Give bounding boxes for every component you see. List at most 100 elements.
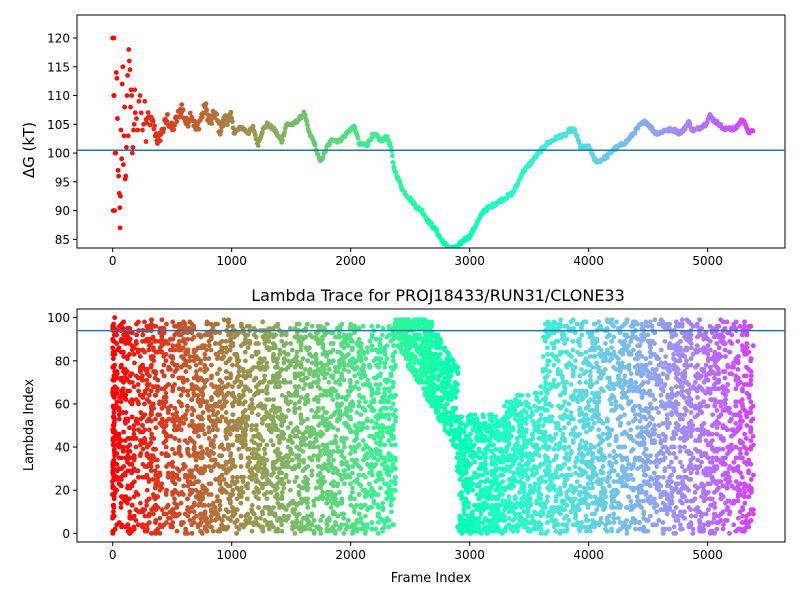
lambda-marker	[157, 345, 163, 351]
lambda-marker	[326, 367, 332, 372]
lambda-marker	[303, 326, 309, 331]
lambda-marker	[202, 379, 208, 385]
lambda-marker	[298, 436, 304, 441]
lambda-marker	[316, 496, 321, 502]
lambda-marker	[217, 507, 223, 513]
lambda-marker	[414, 319, 420, 325]
lambda-marker	[183, 412, 188, 418]
lambda-marker	[309, 431, 314, 437]
lambda-marker	[326, 457, 332, 463]
lambda-marker	[309, 468, 315, 474]
lambda-marker	[266, 414, 272, 420]
lambda-marker	[468, 453, 473, 459]
lambda-marker	[377, 343, 383, 349]
lambda-marker	[242, 349, 248, 355]
lambda-marker	[262, 341, 268, 346]
lambda-marker	[358, 526, 364, 532]
lambda-marker	[185, 392, 191, 398]
lambda-marker	[352, 373, 358, 379]
lambda-marker	[120, 386, 126, 392]
lambda-marker	[202, 464, 208, 469]
lambda-marker	[133, 397, 139, 403]
lambda-marker	[406, 317, 411, 323]
lambda-marker	[256, 360, 261, 366]
lambda-marker	[300, 526, 306, 532]
lambda-marker	[159, 507, 165, 513]
dg-marker	[134, 116, 139, 121]
lambda-marker	[244, 423, 250, 428]
lambda-marker	[324, 518, 330, 523]
lambda-marker	[129, 330, 135, 336]
lambda-marker	[234, 479, 240, 484]
lambda-marker	[253, 479, 259, 484]
lambda-marker	[277, 455, 283, 461]
lambda-marker	[414, 369, 420, 374]
lambda-marker	[172, 427, 177, 433]
lambda-marker	[118, 377, 124, 383]
lambda-marker	[174, 323, 180, 329]
lambda-marker	[360, 438, 366, 444]
dg-marker	[230, 119, 235, 125]
lambda-marker	[472, 412, 478, 418]
lambda-marker	[245, 446, 250, 452]
lambda-marker	[142, 390, 148, 396]
dg-marker	[312, 142, 318, 148]
lambda-marker	[212, 390, 218, 396]
lambda-marker	[165, 341, 171, 346]
lambda-marker	[299, 371, 304, 377]
lambda-marker	[324, 442, 330, 448]
lambda-marker	[281, 481, 287, 487]
lambda-marker	[375, 511, 381, 517]
lambda-marker	[242, 433, 248, 439]
lambda-marker	[247, 323, 252, 329]
lambda-marker	[135, 468, 141, 474]
lambda-marker	[226, 319, 232, 325]
lambda-marker	[129, 399, 135, 405]
lambda-marker	[185, 483, 191, 489]
lambda-marker	[236, 373, 242, 379]
lambda-marker	[499, 492, 505, 497]
lambda-marker	[161, 373, 167, 379]
lambda-marker	[159, 423, 165, 428]
lambda-marker	[260, 319, 266, 325]
lambda-marker	[373, 446, 379, 452]
lambda-marker	[287, 379, 293, 385]
lambda-marker	[120, 446, 126, 452]
lambda-marker	[230, 362, 235, 368]
lambda-marker	[178, 427, 184, 433]
lambda-marker	[287, 487, 293, 493]
lambda-marker	[382, 377, 388, 383]
dg-y-tick-label: 110	[47, 89, 70, 103]
lambda-marker	[260, 420, 265, 426]
dg-frame	[76, 14, 786, 249]
lambda-marker	[150, 477, 156, 482]
lambda-marker	[362, 513, 368, 519]
lambda-marker	[303, 429, 308, 435]
dg-marker	[142, 98, 148, 104]
lambda-marker	[221, 466, 227, 472]
lambda-marker	[382, 455, 388, 461]
dg-marker	[127, 67, 133, 73]
lambda-marker	[193, 479, 199, 484]
lambda-marker	[144, 377, 150, 383]
lambda-marker	[241, 330, 246, 336]
lambda-marker	[226, 446, 231, 452]
lambda-marker	[349, 347, 355, 353]
lambda-marker	[279, 477, 285, 482]
lambda-marker	[296, 399, 302, 405]
lambda-marker	[361, 395, 366, 400]
lambda-marker	[257, 403, 263, 409]
dg-marker	[135, 127, 141, 133]
lambda-marker	[223, 360, 229, 366]
lambda-marker	[140, 373, 145, 379]
dg-x-tick-label: 2000	[335, 254, 366, 268]
lambda-marker	[131, 431, 137, 437]
lambda-marker	[127, 373, 133, 379]
lambda-marker	[153, 505, 159, 510]
dg-marker	[304, 118, 310, 124]
lambda-marker	[322, 410, 328, 415]
lambda-marker	[260, 438, 266, 444]
lambda-marker	[184, 377, 190, 383]
dg-marker	[174, 119, 180, 124]
lambda-marker	[176, 438, 182, 444]
